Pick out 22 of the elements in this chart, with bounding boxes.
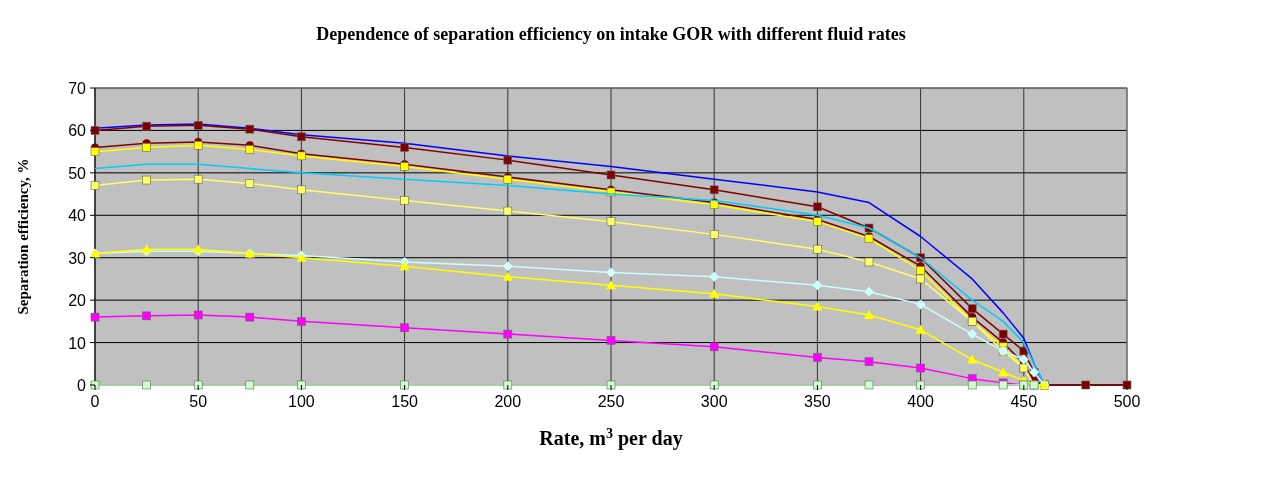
x-tick-label: 0 [90, 393, 100, 410]
x-tick-label: 100 [288, 393, 315, 410]
y-tick-label: 10 [68, 334, 87, 352]
y-tick-label: 20 [68, 292, 87, 310]
x-tick-label: 200 [494, 393, 522, 410]
y-tick-label: 30 [68, 249, 87, 267]
x-axis-title: Rate, m$^{3}$ per day [539, 425, 683, 450]
x-tick-label: 300 [700, 393, 728, 410]
x-tick-label: 50 [189, 393, 208, 410]
y-axis-title: Separation efficiency, % [15, 158, 31, 315]
x-tick-label: 250 [597, 393, 625, 410]
x-tick-label: 150 [391, 393, 419, 410]
y-tick-label: 70 [68, 80, 87, 97]
x-tick-label: 400 [907, 393, 935, 410]
x-tick-label: 450 [1010, 393, 1038, 410]
chart-title: Dependence of separation efficiency on intake GOR with different fluid rates [316, 24, 906, 44]
y-tick-label: 0 [77, 377, 87, 394]
x-tick-label: 500 [1113, 393, 1141, 410]
x-tick-label: 350 [804, 393, 831, 410]
y-tick-label: 60 [68, 122, 87, 140]
y-tick-label: 50 [68, 164, 87, 182]
y-tick-label: 40 [68, 207, 87, 225]
